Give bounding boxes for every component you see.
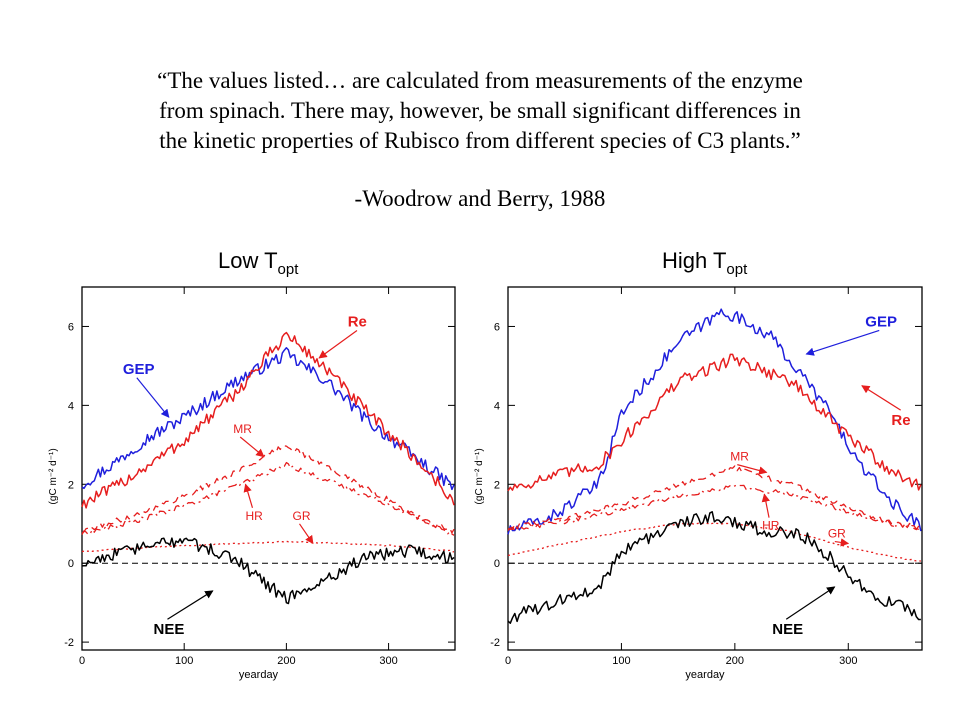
annotation-hr: HR bbox=[246, 509, 264, 523]
y-tick-label: 6 bbox=[68, 321, 74, 333]
annotation-gep: GEP bbox=[123, 361, 155, 378]
series-line-gr bbox=[507, 522, 922, 562]
y-tick-label: -2 bbox=[490, 637, 500, 649]
annotation-mr: MR bbox=[730, 450, 749, 464]
annotation-arrow-hr bbox=[243, 483, 254, 508]
plot-frame bbox=[81, 286, 456, 651]
series-line-nee bbox=[507, 511, 921, 624]
series-line-re bbox=[81, 331, 455, 509]
left-panel-title: Low Topt bbox=[218, 248, 298, 278]
x-tick-label: 200 bbox=[726, 655, 744, 667]
annotation-arrow-gr bbox=[834, 538, 850, 547]
x-tick-label: 300 bbox=[379, 655, 397, 667]
series-line-re bbox=[507, 353, 922, 492]
y-tick-label: 2 bbox=[68, 479, 74, 491]
series-line-mr bbox=[81, 445, 455, 534]
left-panel-title-main: Low T bbox=[218, 248, 278, 273]
y-tick-label: 2 bbox=[494, 479, 500, 491]
y-axis-label: (gC m⁻² d⁻¹) bbox=[474, 448, 485, 504]
annotation-arrow-hr bbox=[761, 493, 770, 518]
annotation-gep: GEP bbox=[865, 313, 897, 330]
quote-attribution: -Woodrow and Berry, 1988 bbox=[354, 186, 606, 211]
x-tick-label: 0 bbox=[79, 655, 85, 667]
annotation-re: Re bbox=[891, 412, 910, 429]
annotation-nee: NEE bbox=[154, 621, 185, 638]
y-tick-label: -2 bbox=[64, 637, 74, 649]
y-tick-label: 6 bbox=[494, 321, 500, 333]
annotation-arrow-mr bbox=[737, 464, 768, 475]
right-panel-title-sub: opt bbox=[726, 261, 748, 278]
x-tick-label: 100 bbox=[612, 655, 630, 667]
x-tick-label: 100 bbox=[175, 655, 193, 667]
annotation-re: Re bbox=[348, 313, 367, 330]
series-line-gep bbox=[507, 308, 922, 535]
plot-frame bbox=[507, 286, 923, 651]
quote-line-2: from spinach. There may, however, be sma… bbox=[159, 98, 801, 123]
annotation-mr: MR bbox=[233, 422, 252, 436]
series-line-nee bbox=[81, 537, 455, 605]
right-panel-title-main: High T bbox=[662, 248, 727, 273]
quote-line-3: the kinetic properties of Rubisco from d… bbox=[159, 128, 801, 153]
right-panel-title: High Topt bbox=[662, 248, 747, 278]
x-tick-label: 0 bbox=[505, 655, 511, 667]
annotation-gr: GR bbox=[828, 527, 846, 541]
x-tick-label: 200 bbox=[277, 655, 295, 667]
annotation-nee: NEE bbox=[772, 621, 803, 638]
series-line-gr bbox=[81, 540, 455, 553]
y-tick-label: 0 bbox=[494, 558, 500, 570]
y-tick-label: 4 bbox=[68, 400, 74, 412]
low-topt-chart: -2 0 2 4 6 0 100 200 300 yearday (gC m⁻² d⁻¹) Re GEP… bbox=[48, 286, 456, 681]
series-line-mr bbox=[507, 465, 922, 531]
annotation-gr: GR bbox=[293, 509, 311, 523]
series-line-hr bbox=[507, 484, 922, 532]
series-line-hr bbox=[81, 461, 455, 536]
y-axis-label: (gC m⁻² d⁻¹) bbox=[48, 448, 59, 504]
left-panel-title-sub: opt bbox=[277, 261, 299, 278]
annotation-hr: HR bbox=[762, 519, 780, 533]
annotation-arrow-re bbox=[861, 385, 901, 411]
x-tick-label: 300 bbox=[839, 655, 857, 667]
x-axis-label: yearday bbox=[685, 669, 725, 681]
annotation-arrow-mr bbox=[239, 436, 265, 458]
annotation-arrow-gep bbox=[805, 329, 880, 356]
x-axis-label: yearday bbox=[239, 669, 279, 681]
high-topt-chart: -2 0 2 4 6 0 100 200 300 yearday (gC m⁻² d⁻¹) GEP Re… bbox=[474, 286, 923, 681]
quote-block: “The values listed… are calculated from … bbox=[60, 66, 900, 156]
annotation-arrow-nee bbox=[167, 590, 214, 620]
annotation-arrow-gr bbox=[298, 523, 314, 545]
y-tick-label: 0 bbox=[68, 558, 74, 570]
annotation-arrow-nee bbox=[785, 586, 836, 620]
y-tick-label: 4 bbox=[494, 400, 500, 412]
annotation-arrow-gep bbox=[136, 377, 170, 418]
quote-line-1: “The values listed… are calculated from … bbox=[157, 68, 803, 93]
annotation-arrow-re bbox=[318, 329, 358, 359]
